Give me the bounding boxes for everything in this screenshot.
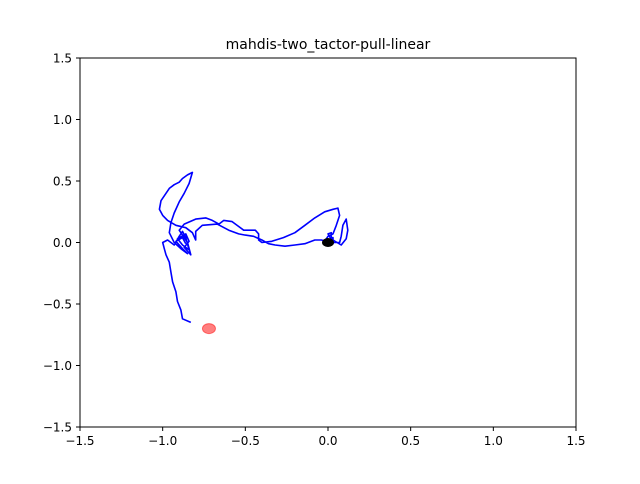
y-tick-label: 1.0 — [53, 113, 72, 127]
target-marker — [201, 323, 216, 335]
plot-area — [158, 171, 349, 335]
x-tick-label: −1.5 — [65, 434, 94, 448]
y-tick-label: 1.5 — [53, 52, 72, 66]
y-axis: −1.5 −1.0 −0.5 0.0 0.5 1.0 1.5 — [43, 52, 80, 435]
y-tick-label: −1.5 — [43, 421, 72, 435]
x-tick-label: −1.0 — [148, 434, 177, 448]
y-tick-label: 0.0 — [53, 236, 72, 250]
y-tick-label: −0.5 — [43, 298, 72, 312]
x-tick-label: 0.5 — [401, 434, 420, 448]
x-tick-label: −0.5 — [231, 434, 260, 448]
chart-title: mahdis-two_tactor-pull-linear — [226, 37, 431, 53]
x-tick-label: 0.0 — [318, 434, 337, 448]
x-tick-label: 1.5 — [566, 434, 585, 448]
x-axis: −1.5 −1.0 −0.5 0.0 0.5 1.0 1.5 — [65, 427, 586, 448]
origin-marker — [322, 238, 334, 247]
y-tick-label: 0.5 — [53, 175, 72, 189]
trajectory-line-0 — [158, 171, 349, 324]
x-tick-label: 1.0 — [484, 434, 503, 448]
y-tick-label: −1.0 — [43, 359, 72, 373]
